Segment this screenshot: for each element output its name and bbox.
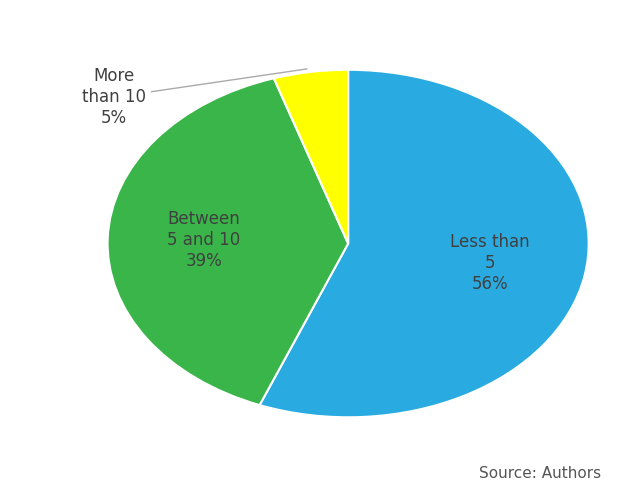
Text: More
than 10
5%: More than 10 5% [82,68,307,127]
Text: Between
5 and 10
39%: Between 5 and 10 39% [167,210,241,270]
Wedge shape [108,79,348,405]
Wedge shape [260,70,589,417]
Wedge shape [274,70,348,244]
Text: Less than
5
56%: Less than 5 56% [450,233,530,293]
Text: Source: Authors: Source: Authors [479,466,601,481]
